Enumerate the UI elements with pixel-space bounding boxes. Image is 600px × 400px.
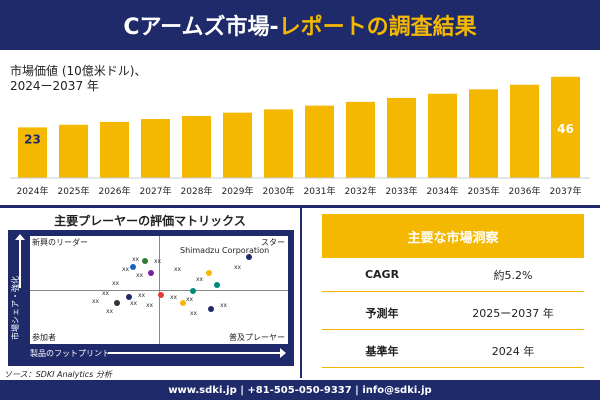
insight-value: 2025ー2037 年	[472, 306, 554, 320]
insight-row-forecast: 予測年 2025ー2037 年	[322, 296, 584, 330]
quadrant-emerging-leaders: 新興のリーダー	[32, 238, 88, 247]
player-marker: xx	[174, 266, 182, 273]
insight-row-cagr: CAGR 約5.2%	[322, 258, 584, 292]
bar-2030年	[264, 109, 293, 178]
player-marker: xx	[146, 302, 154, 309]
x-tick-label: 2035年	[468, 185, 500, 197]
player-marker: xx	[130, 300, 138, 307]
x-tick-label: 2024年	[17, 185, 49, 197]
player-marker: xx	[186, 296, 194, 303]
player-dot	[148, 270, 154, 276]
report-header: Cアームズ市場- レポートの調査結果	[0, 0, 600, 50]
bar-chart-svg: 2024年 2025年 2026年 2027年 2028年 2029年 2030年 2031年…	[10, 76, 590, 197]
source-note: ソース：SDKI Analytics 分析	[4, 370, 112, 379]
x-tick-label: 2030年	[263, 185, 295, 197]
insight-value: 約5.2%	[493, 268, 533, 282]
bar-2028年	[182, 115, 211, 178]
player-marker: xx	[112, 280, 120, 287]
x-tick-label: 2027年	[140, 185, 172, 197]
matrix-plot: 新興のリーダー スター 参加者 普及プレーヤー Shimadzu Corpora…	[30, 236, 288, 344]
bar-2027年	[141, 119, 170, 178]
insight-key: 予測年	[365, 306, 399, 320]
insight-value: 2024 年	[491, 344, 535, 358]
player-marker: xx	[106, 308, 114, 315]
data-label: 46	[557, 122, 574, 136]
chart-ylabel-line1: 市場価値 (10億米ドル)、	[10, 64, 147, 78]
market-value-chart: 市場価値 (10億米ドル)、 2024ー2037 年 2024年 2025年 202…	[0, 52, 600, 204]
player-marker: xx	[196, 276, 204, 283]
player-marker: xx	[154, 258, 162, 265]
player-dot	[158, 292, 164, 298]
quadrant-line-vertical	[159, 236, 160, 344]
matrix-x-axis-label: 製品のフットプリント	[30, 349, 110, 358]
bar-2034年	[428, 93, 457, 178]
player-dot	[130, 264, 136, 270]
bar-2032年	[346, 101, 375, 178]
bar-2031年	[305, 105, 334, 178]
player-marker: xx	[136, 272, 144, 279]
x-tick-label: 2037年	[550, 185, 582, 197]
bar-2025年	[59, 124, 88, 178]
x-tick-label: 2025年	[58, 185, 90, 197]
player-marker: xx	[170, 294, 178, 301]
player-dot	[208, 306, 214, 312]
section-divider	[0, 205, 600, 208]
player-marker: xx	[220, 302, 228, 309]
evaluation-matrix: 市場シェア・強化 新興のリーダー スター 参加者 普及プレーヤー Shimadz…	[8, 230, 294, 366]
chart-ylabel: 市場価値 (10億米ドル)、 2024ー2037 年	[10, 64, 146, 94]
insight-key: CAGR	[364, 268, 400, 281]
x-tick-label: 2032年	[345, 185, 377, 197]
x-tick-label: 2031年	[304, 185, 336, 197]
player-marker: xx	[190, 310, 198, 317]
player-dot	[180, 300, 186, 306]
header-title-main: Cアームズ市場-	[123, 15, 279, 40]
player-marker: xx	[132, 256, 140, 263]
header-title-accent: レポートの調査結果	[278, 15, 477, 40]
insight-key: 基準年	[365, 344, 399, 358]
company-dot	[246, 254, 252, 260]
quadrant-participants: 参加者	[32, 333, 56, 342]
x-axis-arrow	[108, 348, 286, 358]
x-tick-label: 2026年	[99, 185, 131, 197]
matrix-title: 主要プレーヤーの評価マトリックス	[54, 214, 246, 228]
player-marker: xx	[122, 266, 130, 273]
bar-2024年	[18, 127, 47, 178]
company-label: Shimadzu Corporation	[180, 246, 270, 255]
bar-2026年	[100, 121, 129, 178]
bar-2036年	[510, 84, 539, 178]
player-marker: xx	[138, 292, 146, 299]
player-dot	[142, 258, 148, 264]
player-marker: xx	[102, 290, 110, 297]
matrix-y-axis-label: 市場シェア・強化	[11, 276, 20, 340]
x-tick-label: 2029年	[222, 185, 254, 197]
quadrant-stars: スター	[261, 238, 285, 247]
section-divider-vertical	[300, 208, 302, 378]
player-dot	[126, 294, 132, 300]
player-dot	[114, 300, 120, 306]
chart-ylabel-line2: 2024ー2037 年	[10, 79, 99, 93]
insights-title: 主要な市場洞察	[322, 214, 584, 258]
player-dot	[214, 282, 220, 288]
quadrant-pervasive-players: 普及プレーヤー	[229, 333, 285, 342]
x-tick-label: 2033年	[386, 185, 418, 197]
bar-2037年	[551, 76, 580, 178]
player-dot	[206, 270, 212, 276]
x-tick-label: 2036年	[509, 185, 541, 197]
bar-2033年	[387, 97, 416, 178]
bar-2035年	[469, 89, 498, 178]
player-dot	[190, 288, 196, 294]
x-tick-label: 2034年	[427, 185, 459, 197]
contact-footer: www.sdki.jp | +81-505-050-9337 | info@sd…	[0, 380, 600, 400]
data-label: 23	[24, 132, 41, 146]
bar-2029年	[223, 112, 252, 178]
x-tick-label: 2028年	[181, 185, 213, 197]
insight-row-base-year: 基準年 2024 年	[322, 334, 584, 368]
player-marker: xx	[92, 298, 100, 305]
player-marker: xx	[234, 264, 242, 271]
y-axis-arrow	[15, 234, 25, 288]
